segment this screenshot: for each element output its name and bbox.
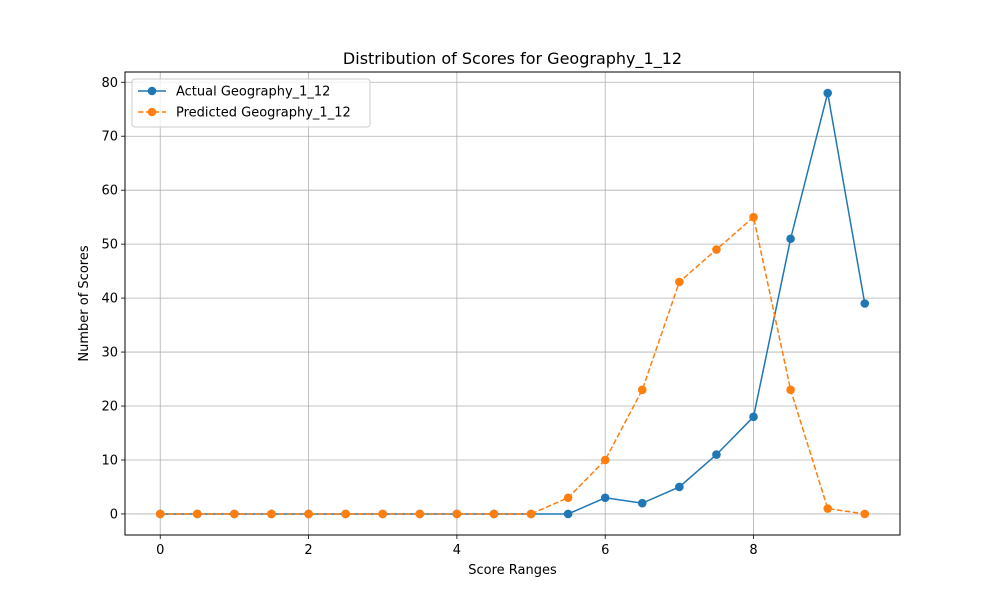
legend-box bbox=[131, 78, 371, 128]
data-point bbox=[489, 509, 499, 519]
y-tick-label: 30 bbox=[101, 346, 118, 361]
legend-item: Actual Geography_1_12 bbox=[138, 85, 330, 100]
x-tick-label: 0 bbox=[156, 543, 164, 558]
data-point bbox=[415, 509, 425, 519]
y-tick-label: 40 bbox=[101, 292, 118, 307]
y-tick-label: 70 bbox=[101, 130, 118, 145]
data-point bbox=[193, 509, 202, 519]
data-point bbox=[786, 234, 795, 244]
data-point bbox=[860, 299, 870, 308]
legend-marker bbox=[147, 107, 157, 117]
legend: Actual Geography_1_12 Predicted Geography… bbox=[131, 78, 371, 128]
legend-marker bbox=[147, 86, 157, 96]
data-point bbox=[341, 509, 350, 519]
legend-label: Actual Geography_1_12 bbox=[176, 85, 330, 100]
data-point bbox=[230, 509, 239, 519]
data-point bbox=[600, 455, 610, 465]
data-point bbox=[749, 212, 758, 222]
y-tick-label: 60 bbox=[101, 184, 118, 199]
x-tick-label: 8 bbox=[749, 543, 757, 558]
data-point bbox=[304, 509, 313, 519]
data-point bbox=[749, 412, 758, 422]
x-tick-label: 2 bbox=[304, 543, 312, 558]
data-point bbox=[378, 509, 388, 519]
data-point bbox=[823, 88, 832, 98]
data-point bbox=[452, 509, 462, 519]
data-point bbox=[860, 509, 870, 519]
data-point bbox=[675, 482, 684, 492]
data-point bbox=[675, 277, 684, 287]
data-point bbox=[823, 504, 832, 513]
data-point bbox=[563, 493, 573, 503]
data-point bbox=[712, 450, 721, 459]
y-tick-label: 20 bbox=[101, 400, 118, 415]
series-layer bbox=[155, 88, 870, 519]
plot-frame bbox=[124, 71, 901, 536]
chart-title: Distribution of Scores for Geography_1_1… bbox=[343, 49, 682, 69]
series-line bbox=[160, 215, 865, 515]
data-point bbox=[267, 509, 276, 519]
data-point bbox=[563, 509, 573, 519]
y-tick-label: 0 bbox=[110, 507, 118, 522]
data-point bbox=[786, 385, 795, 395]
legend-item: Predicted Geography_1_12 bbox=[138, 106, 351, 121]
data-point bbox=[155, 509, 165, 519]
legend-label: Predicted Geography_1_12 bbox=[176, 106, 351, 121]
data-point bbox=[526, 509, 536, 519]
x-tick-label: 4 bbox=[453, 543, 461, 558]
data-point bbox=[637, 498, 647, 508]
series-2 bbox=[155, 212, 870, 519]
y-tick-label: 80 bbox=[101, 76, 118, 91]
data-point bbox=[637, 385, 647, 395]
y-tick-label: 50 bbox=[101, 238, 118, 253]
data-point bbox=[600, 493, 610, 503]
y-tick-label: 10 bbox=[101, 453, 118, 468]
x-axis-label: Score Ranges bbox=[468, 563, 557, 578]
data-point bbox=[712, 245, 721, 254]
x-tick-label: 6 bbox=[601, 543, 609, 558]
y-axis-label: Number of Scores bbox=[77, 245, 92, 361]
